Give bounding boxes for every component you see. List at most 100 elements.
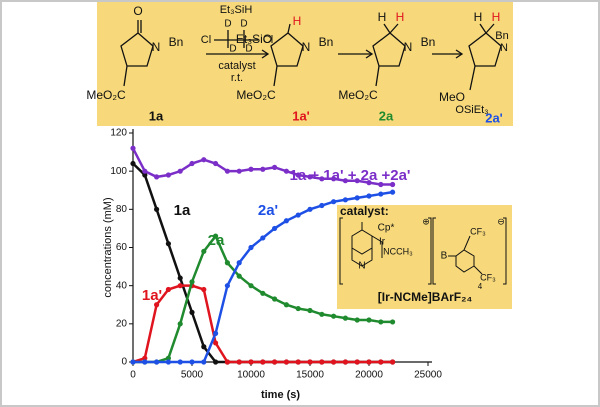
- scheme-label: Bn: [319, 35, 334, 49]
- scheme-label: N: [500, 42, 508, 54]
- catalyst-label: CF₃: [480, 272, 496, 282]
- data-point: [260, 290, 266, 296]
- scheme-label: Bn: [421, 35, 436, 49]
- catalyst-title: catalyst:: [340, 204, 389, 218]
- data-point: [378, 359, 384, 365]
- data-point: [260, 235, 266, 241]
- data-point: [366, 317, 372, 323]
- data-point: [319, 311, 325, 317]
- scheme-label: O: [133, 4, 142, 18]
- plot: 0 20 40 60 80 100 120 0 5000 10000 15000 20000 25000…: [102, 128, 442, 401]
- data-point: [319, 359, 325, 365]
- catalyst-box: [337, 205, 512, 309]
- data-point: [236, 260, 242, 266]
- data-point: [307, 359, 313, 365]
- catalyst-label: CF₃: [470, 226, 486, 236]
- data-point: [283, 168, 289, 174]
- data-point: [342, 178, 348, 184]
- data-point: [213, 340, 219, 346]
- data-point: [366, 180, 372, 186]
- data-point: [213, 233, 219, 239]
- scheme-label: H: [492, 10, 501, 24]
- data-point: [142, 168, 148, 174]
- data-point: [378, 181, 384, 188]
- data-point: [331, 199, 337, 205]
- data-point: [154, 174, 160, 180]
- data-point: [248, 359, 254, 365]
- data-point: [142, 355, 148, 361]
- x-tick-label: 20000: [355, 370, 383, 381]
- data-point: [236, 168, 242, 174]
- data-point: [272, 359, 278, 365]
- catalyst-label: Cp*: [378, 223, 395, 234]
- data-point: [236, 273, 242, 279]
- data-point: [201, 344, 207, 350]
- data-point: [319, 176, 325, 182]
- data-point: [201, 359, 207, 365]
- scheme-label: D: [229, 44, 236, 55]
- series-label: 1a': [142, 287, 162, 304]
- data-point: [177, 359, 183, 365]
- scheme-label: Cl: [263, 34, 273, 46]
- data-point: [177, 168, 183, 174]
- catalyst-label: ⊕: [422, 216, 430, 226]
- data-point: [260, 359, 266, 365]
- scheme-label: Et₃SiO: [236, 32, 272, 46]
- scheme-label: 2a': [485, 110, 503, 125]
- data-point: [224, 359, 230, 365]
- scheme-label: MeO₂C: [86, 88, 126, 102]
- data-point: [366, 359, 372, 365]
- catalyst-structure: [339, 217, 507, 285]
- scheme-label: H: [293, 14, 302, 28]
- series-label: 1a: [174, 202, 191, 219]
- catalyst-label: B: [441, 251, 448, 262]
- data-point: [295, 212, 301, 218]
- data-point: [213, 160, 219, 167]
- data-point: [130, 160, 136, 167]
- y-tick-label: 0: [121, 357, 127, 368]
- data-point: [390, 181, 396, 188]
- data-point: [154, 206, 160, 212]
- data-point: [165, 359, 171, 365]
- y-tick-label: 100: [110, 166, 127, 177]
- series-label: 2a': [258, 202, 278, 219]
- data-point: [154, 302, 160, 308]
- data-point: [272, 296, 278, 302]
- x-tick-label: 0: [130, 370, 136, 381]
- data-point: [201, 157, 207, 163]
- scheme-label: D: [224, 19, 231, 30]
- data-point: [331, 176, 337, 182]
- data-point: [165, 355, 171, 361]
- series-label: 1a + 1a' + 2a +2a': [290, 167, 411, 184]
- data-point: [342, 359, 348, 365]
- data-point: [378, 191, 384, 197]
- data-point: [165, 172, 171, 178]
- data-point: [189, 359, 195, 365]
- data-point: [390, 189, 396, 195]
- scheme-label: N: [404, 40, 413, 54]
- data-point: [213, 330, 219, 336]
- data-point: [342, 197, 348, 203]
- data-point: [390, 359, 396, 365]
- data-point: [130, 359, 136, 365]
- data-point: [295, 305, 301, 312]
- data-point: [354, 195, 360, 201]
- y-tick-label: 20: [116, 318, 128, 329]
- data-point: [189, 309, 195, 315]
- data-point: [165, 286, 171, 293]
- data-point: [142, 359, 148, 365]
- data-point: [295, 172, 301, 178]
- data-point: [224, 260, 230, 266]
- y-axis-label: concentrations (mM): [102, 197, 114, 297]
- scheme-label: Bn: [495, 30, 508, 42]
- scheme-box: [97, 2, 513, 126]
- data-point: [130, 145, 136, 151]
- scheme-label: MeO: [439, 90, 465, 104]
- catalyst-label: NCCH₃: [383, 246, 413, 256]
- scheme-label: Cl: [201, 34, 211, 46]
- structures: [120, 20, 502, 91]
- data-point: [177, 321, 183, 327]
- data-point: [331, 359, 337, 365]
- scheme-label: catalyst: [218, 60, 255, 72]
- data-point: [342, 315, 348, 321]
